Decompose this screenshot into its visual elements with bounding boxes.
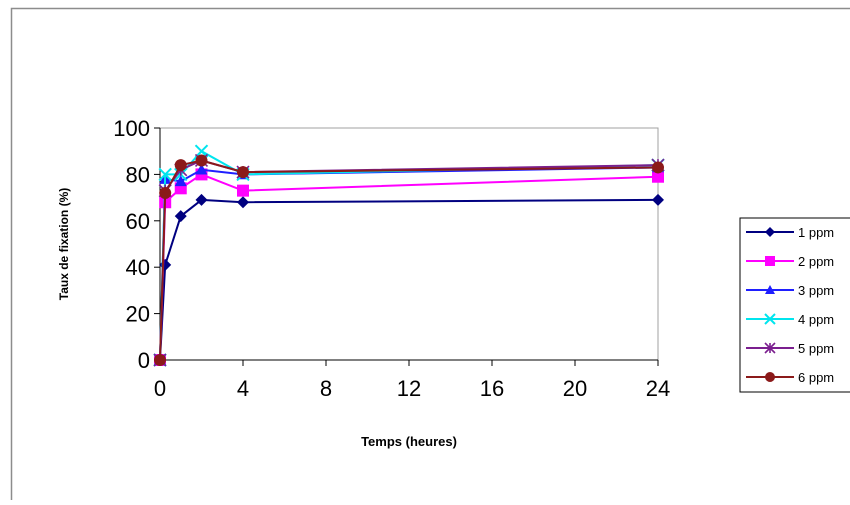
plot-area bbox=[160, 128, 658, 360]
legend-label: 3 ppm bbox=[798, 283, 834, 298]
y-tick-label: 100 bbox=[113, 116, 150, 141]
legend-marker bbox=[765, 372, 775, 382]
y-tick-label: 80 bbox=[126, 162, 150, 187]
y-tick-label: 60 bbox=[126, 209, 150, 234]
data-point bbox=[237, 166, 249, 178]
data-point bbox=[175, 159, 187, 171]
x-tick-label: 24 bbox=[646, 376, 670, 401]
legend-marker bbox=[765, 256, 775, 266]
y-tick-label: 20 bbox=[126, 302, 150, 327]
y-axis-title: Taux de fixation (%) bbox=[57, 188, 71, 300]
legend-label: 5 ppm bbox=[798, 341, 834, 356]
x-tick-label: 4 bbox=[237, 376, 249, 401]
legend-label: 4 ppm bbox=[798, 312, 834, 327]
x-tick-label: 20 bbox=[563, 376, 587, 401]
legend-label: 1 ppm bbox=[798, 225, 834, 240]
x-tick-label: 0 bbox=[154, 376, 166, 401]
data-point bbox=[237, 185, 249, 197]
legend-label: 2 ppm bbox=[798, 254, 834, 269]
x-tick-label: 16 bbox=[480, 376, 504, 401]
data-point bbox=[196, 154, 208, 166]
legend-box bbox=[740, 218, 850, 392]
data-point bbox=[652, 161, 664, 173]
x-tick-label: 8 bbox=[320, 376, 332, 401]
data-point bbox=[159, 187, 171, 199]
y-tick-label: 0 bbox=[138, 348, 150, 373]
x-axis-title: Temps (heures) bbox=[361, 434, 457, 449]
legend: 1 ppm 2 ppm 3 ppm 4 ppm 5 ppm 6 ppm bbox=[740, 218, 850, 392]
x-tick-label: 12 bbox=[397, 376, 421, 401]
legend-label: 6 ppm bbox=[798, 370, 834, 385]
data-point bbox=[154, 354, 166, 366]
y-tick-label: 40 bbox=[126, 255, 150, 280]
